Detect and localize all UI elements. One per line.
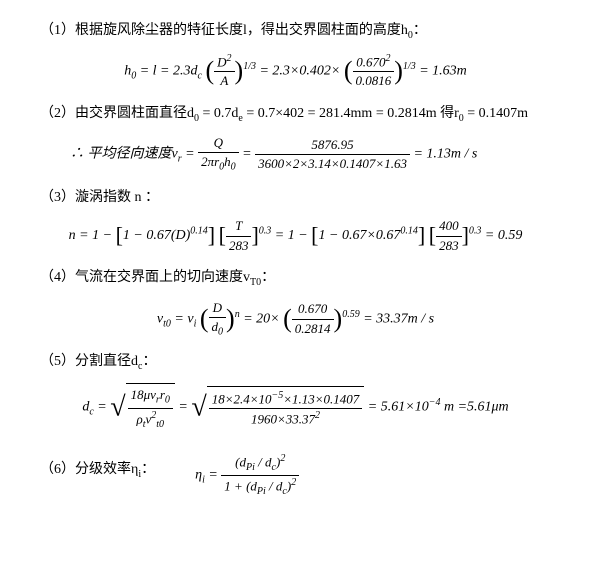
formula-4: vt0 = vi (Dd0)n = 20× (0.6700.2814)0.59 … — [40, 299, 551, 340]
section-5: （5）分割直径dc： dc = √18μvrr0ρtv2t0 = √18×2.4… — [40, 351, 551, 431]
eq: = — [178, 400, 191, 415]
formula-1: h0 = l = 2.3dc (D2A)1/3 = 2.3×0.402× (0.… — [40, 52, 551, 91]
section-2: （2）由交界圆柱面直径d0 = 0.7de = 0.7×402 = 281.4m… — [40, 103, 551, 176]
text: = 0.1407m — [464, 106, 528, 121]
label-3: （3）漩涡指数 n ： — [40, 187, 551, 209]
text: = 0.59 — [485, 228, 522, 243]
sub: i — [194, 318, 197, 329]
num: Q — [198, 134, 239, 153]
sup: 0.14 — [400, 226, 418, 237]
num: 400 — [436, 217, 462, 236]
text: （5）分割直径d — [40, 354, 138, 369]
section-6: （6）分级效率ηi： ηi = (dPi / dc)2 1 + (dPi / d… — [40, 444, 551, 507]
label-2: （2）由交界圆柱面直径d0 = 0.7de = 0.7×402 = 281.4m… — [40, 103, 551, 127]
section-4: （4）气流在交界面上的切向速度vT0： vt0 = vi (Dd0)n = 20… — [40, 267, 551, 340]
sup: n — [235, 309, 240, 320]
num: D — [209, 299, 227, 318]
sub: c — [198, 70, 202, 81]
formula-2: ∴ 平均径向速度vr = Q2πr0h0 = 5876.953600×2×3.1… — [40, 134, 551, 175]
text: （2）由交界圆柱面直径d — [40, 106, 194, 121]
n: 18×2.4×10 — [212, 391, 272, 406]
d: / d — [266, 478, 283, 493]
den: 283 — [436, 237, 462, 255]
num: 5876.95 — [255, 136, 410, 155]
sub: T0 — [250, 277, 261, 288]
text: = 5.61×10 — [368, 400, 429, 415]
sup: −4 — [429, 397, 441, 408]
eq: = v — [171, 311, 194, 326]
den: 3600×2×3.14×0.1407×1.63 — [255, 155, 410, 173]
n: 18μv — [131, 387, 156, 402]
n: / d — [255, 454, 272, 469]
sub: Pi — [246, 462, 255, 473]
sup: 2 — [315, 410, 320, 421]
eq: = — [94, 400, 110, 415]
text: ： — [142, 354, 156, 369]
num: 0.670 — [356, 54, 385, 69]
sub: 0 — [231, 162, 236, 173]
num: 0.670 — [292, 300, 334, 319]
text: n = 1 − — [69, 228, 116, 243]
sup: 1/3 — [243, 61, 256, 72]
formula-5: dc = √18μvrr0ρtv2t0 = √18×2.4×10−5×1.13×… — [40, 383, 551, 432]
text: = 1 − — [275, 228, 311, 243]
den: 0.2814 — [292, 320, 334, 338]
num: T — [226, 217, 252, 236]
text: = 2.3×0.402× — [259, 63, 340, 78]
sup: −5 — [272, 390, 284, 401]
section-1: （1）根据旋风除尘器的特征长度l，得出交界圆柱面的高度h0： h0 = l = … — [40, 20, 551, 91]
sup: 1/3 — [403, 61, 416, 72]
text: m =5.61μm — [440, 400, 508, 415]
sup: 0.3 — [259, 226, 272, 237]
section-3: （3）漩涡指数 n ： n = 1 − [1 − 0.67(D)0.14] [T… — [40, 187, 551, 255]
text: 1 − 0.67(D) — [123, 228, 190, 243]
text: = 0.7×402 = 281.4mm = 0.2814m 得r — [243, 106, 459, 121]
text: （6）分级效率η — [40, 462, 138, 477]
text: 1 − 0.67×0.67 — [319, 228, 401, 243]
d: 2πr — [201, 154, 219, 169]
label-1: （1）根据旋风除尘器的特征长度l，得出交界圆柱面的高度h0： — [40, 20, 551, 44]
text: （1）根据旋风除尘器的特征长度l，得出交界圆柱面的高度h — [40, 23, 408, 38]
sup: 2 — [291, 477, 296, 488]
sup: 2 — [280, 453, 285, 464]
text: = 1.63m — [419, 63, 467, 78]
text: = 0.7d — [199, 106, 238, 121]
text: ： — [413, 23, 427, 38]
n: (d — [235, 454, 246, 469]
den: 0.0816 — [353, 72, 395, 90]
text: ： — [261, 270, 275, 285]
sub: t0 — [163, 318, 171, 329]
n: ×1.13×0.1407 — [283, 391, 359, 406]
sup: 0.59 — [342, 309, 360, 320]
sup: 2 — [386, 53, 391, 64]
sub: 0 — [218, 326, 223, 337]
den: A — [214, 72, 234, 90]
text: ： — [141, 462, 155, 477]
sup: 2 — [227, 53, 232, 64]
d: 1 + (d — [224, 478, 257, 493]
text: = 33.37m / s — [363, 311, 434, 326]
formula-6: ηi = (dPi / dc)2 1 + (dPi / dc)2 — [195, 452, 299, 499]
num: D — [217, 54, 226, 69]
eq: = — [242, 147, 255, 162]
sup: 0.3 — [469, 226, 482, 237]
sup: 0.14 — [190, 226, 208, 237]
sub: Pi — [257, 486, 266, 497]
formula-3: n = 1 − [1 − 0.67(D)0.14] [T283]0.3 = 1 … — [40, 217, 551, 254]
d: 1960×33.37 — [251, 412, 315, 427]
sub: 0 — [165, 395, 170, 406]
eq: = — [205, 467, 221, 482]
label-5: （5）分割直径dc： — [40, 351, 551, 375]
text: = l = 2.3d — [136, 63, 197, 78]
text: = 20× — [243, 311, 279, 326]
label-4: （4）气流在交界面上的切向速度vT0： — [40, 267, 551, 291]
den: 283 — [226, 237, 252, 255]
text: = 1.13m / s — [413, 147, 477, 162]
text: ∴ 平均径向速度v — [70, 147, 178, 162]
label-6: （6）分级效率ηi： — [40, 459, 155, 483]
text: （4）气流在交界面上的切向速度v — [40, 270, 250, 285]
eq: = — [182, 147, 198, 162]
sub: t0 — [156, 419, 164, 430]
